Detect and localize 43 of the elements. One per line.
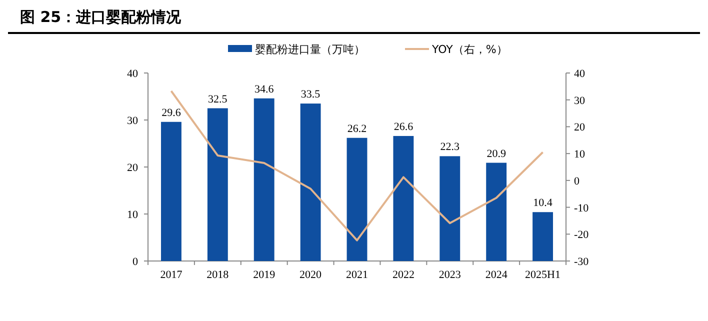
x-tick-label: 2019 bbox=[253, 269, 276, 281]
y-tick-label: 40 bbox=[127, 68, 138, 80]
data-label: 20.9 bbox=[486, 148, 506, 160]
data-label: 33.5 bbox=[300, 88, 321, 101]
data-label: 26.2 bbox=[347, 122, 367, 135]
bar bbox=[532, 212, 553, 261]
x-tick-label: 2021 bbox=[346, 269, 368, 281]
data-label: 10.4 bbox=[533, 197, 553, 210]
y2-tick-label: -30 bbox=[574, 256, 590, 268]
data-label: 32.5 bbox=[208, 93, 228, 106]
y-tick-label: 0 bbox=[132, 256, 138, 268]
bar bbox=[440, 156, 460, 261]
y-tick-label: 10 bbox=[127, 209, 138, 221]
legend-label: 婴配粉进口量（万吨） bbox=[255, 43, 365, 56]
x-tick-label: 2020 bbox=[300, 269, 322, 281]
bar bbox=[161, 122, 182, 261]
y2-tick-label: 10 bbox=[574, 148, 586, 161]
data-label: 29.6 bbox=[162, 106, 182, 119]
y-tick-label: 20 bbox=[127, 162, 138, 174]
x-tick-label: 2025H1 bbox=[525, 269, 561, 281]
chart-title: 图 25：进口婴配粉情况 bbox=[20, 8, 182, 26]
y2-tick-label: -10 bbox=[574, 202, 590, 214]
bar bbox=[300, 104, 321, 261]
y2-tick-label: -20 bbox=[574, 229, 590, 242]
x-tick-label: 2018 bbox=[206, 269, 230, 281]
data-label: 26.6 bbox=[394, 120, 414, 133]
y-tick-label: 30 bbox=[127, 115, 138, 127]
bar bbox=[486, 162, 507, 261]
data-label: 34.6 bbox=[254, 83, 274, 96]
bar bbox=[254, 98, 274, 261]
x-tick-label: 2017 bbox=[160, 269, 183, 281]
bar bbox=[207, 108, 228, 261]
x-tick-label: 2023 bbox=[438, 269, 462, 281]
legend-label: YOY（右，%） bbox=[431, 43, 508, 56]
bar bbox=[346, 138, 368, 261]
y2-tick-label: 30 bbox=[574, 94, 586, 107]
y2-tick-label: 0 bbox=[574, 175, 580, 188]
x-tick-label: 2024 bbox=[485, 269, 508, 281]
y2-tick-label: 40 bbox=[574, 68, 586, 80]
x-tick-label: 2022 bbox=[392, 269, 414, 281]
y2-tick-label: 20 bbox=[574, 122, 586, 134]
bar bbox=[393, 136, 414, 261]
data-label: 22.3 bbox=[440, 141, 460, 154]
